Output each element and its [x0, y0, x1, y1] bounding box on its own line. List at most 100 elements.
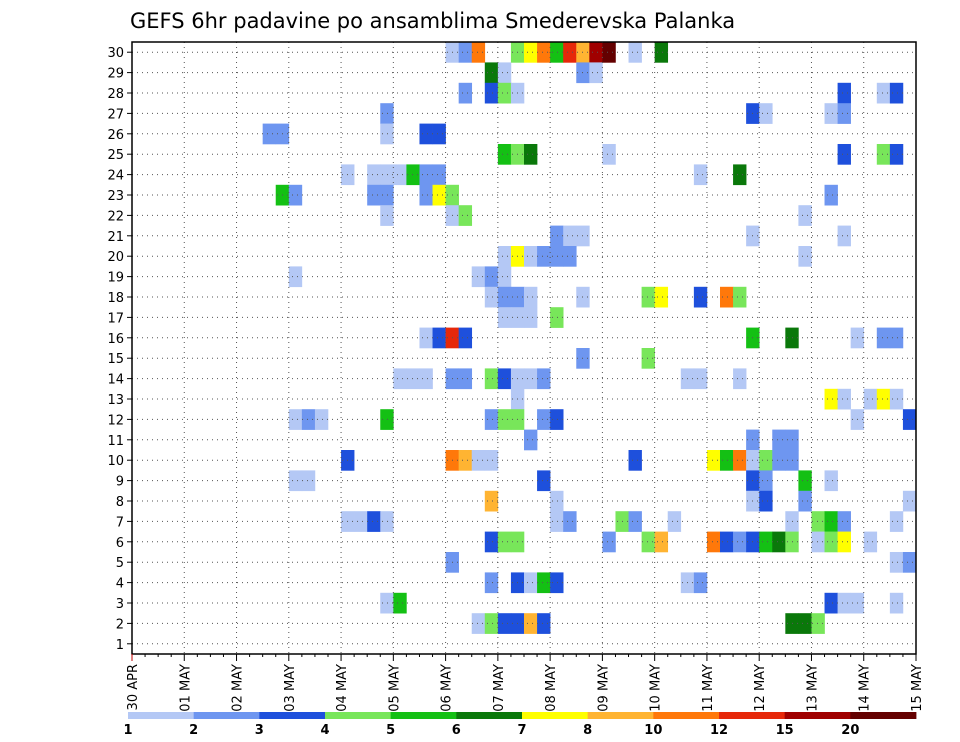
- heat-cell: [380, 205, 394, 226]
- heat-cell: [863, 388, 878, 410]
- y-tick-label: 25: [107, 148, 124, 163]
- heat-cell: [837, 388, 851, 410]
- heat-cell: [380, 103, 394, 124]
- heat-cell: [524, 307, 538, 328]
- colorbar-swatch: [390, 712, 457, 719]
- y-tick-label: 17: [107, 311, 124, 326]
- colorbar-swatch: [128, 712, 195, 719]
- heat-cell: [497, 613, 512, 634]
- heat-cell: [889, 552, 904, 573]
- heat-cell: [458, 205, 473, 226]
- colorbar-label: 20: [841, 723, 859, 738]
- heat-cell: [550, 490, 564, 512]
- heat-cell: [720, 286, 734, 308]
- x-tick-label: 14 MAY: [858, 664, 873, 712]
- heat-cell: [471, 613, 486, 634]
- x-tick-label: 07 MAY: [492, 664, 507, 712]
- heat-cell: [458, 450, 473, 471]
- heat-cell: [563, 511, 577, 532]
- heat-cell: [654, 42, 669, 63]
- heat-cell: [484, 409, 499, 430]
- y-tick-label: 8: [116, 495, 124, 510]
- heat-cell: [419, 368, 433, 390]
- y-axis: 1234567891011121314151617181920212223242…: [107, 46, 132, 653]
- y-tick-label: 28: [107, 87, 124, 102]
- heat-cell: [484, 572, 499, 594]
- heat-cell: [733, 164, 747, 186]
- heat-cell: [524, 246, 538, 267]
- heat-cell: [524, 368, 538, 390]
- y-tick-label: 2: [116, 617, 124, 632]
- heat-cell: [497, 266, 512, 288]
- heat-cell: [537, 368, 551, 390]
- heat-cell: [876, 388, 891, 410]
- heat-cell: [471, 266, 486, 288]
- heat-cell: [798, 470, 812, 492]
- y-tick-label: 10: [107, 454, 124, 469]
- colorbar-label: 7: [517, 723, 526, 738]
- heat-cell: [837, 144, 851, 165]
- heat-cell: [759, 103, 773, 124]
- colorbar-label: 1: [123, 723, 132, 738]
- x-tick-label: 06 MAY: [440, 664, 455, 712]
- heat-cell: [706, 450, 721, 471]
- heat-cell: [484, 266, 499, 288]
- heat-cell: [497, 82, 512, 104]
- y-tick-label: 13: [107, 393, 124, 408]
- heat-cell: [458, 82, 473, 104]
- heat-cell: [772, 450, 786, 471]
- heat-cell: [563, 225, 577, 247]
- y-tick-label: 3: [116, 597, 124, 612]
- x-tick-label: 15 MAY: [910, 664, 925, 712]
- y-tick-label: 4: [116, 577, 124, 592]
- y-tick-label: 16: [107, 332, 124, 347]
- y-tick-label: 26: [107, 128, 124, 143]
- heat-cell: [484, 368, 499, 390]
- heat-cell: [537, 613, 551, 634]
- heat-cell: [419, 327, 433, 349]
- heat-cell: [524, 429, 538, 451]
- heat-cell: [798, 246, 812, 267]
- heat-cell: [406, 368, 420, 390]
- y-tick-label: 7: [116, 515, 124, 530]
- heat-cell: [759, 531, 773, 553]
- y-tick-label: 21: [107, 230, 124, 245]
- heat-cell: [798, 613, 812, 634]
- colorbar-label: 10: [644, 723, 662, 738]
- heat-cell: [288, 266, 303, 288]
- heat-cell: [693, 572, 708, 594]
- heat-cell: [902, 490, 917, 512]
- heat-cell: [497, 531, 512, 553]
- heat-cell: [824, 388, 838, 410]
- heat-cell: [641, 286, 655, 308]
- heat-cell: [837, 225, 851, 247]
- x-tick-label: 11 MAY: [701, 664, 716, 712]
- heat-cell: [367, 511, 381, 532]
- heat-cell: [902, 552, 917, 573]
- y-tick-label: 29: [107, 67, 124, 82]
- heat-cell: [563, 42, 577, 63]
- heat-cell: [550, 511, 564, 532]
- heat-cell: [458, 368, 473, 390]
- heat-cell: [889, 327, 904, 349]
- heat-cell: [497, 62, 512, 84]
- colorbar-label: 5: [386, 723, 395, 738]
- x-tick-label: 30 APR: [126, 664, 141, 710]
- y-tick-label: 24: [107, 169, 124, 184]
- y-tick-label: 22: [107, 209, 124, 224]
- y-tick-label: 15: [107, 352, 124, 367]
- heat-cell: [484, 613, 499, 634]
- y-tick-label: 23: [107, 189, 124, 204]
- heat-cell: [524, 286, 538, 308]
- colorbar-swatch: [850, 712, 917, 719]
- colorbar: 1 2 3 4 5 6 7 8 10 12 15 20: [123, 712, 917, 738]
- heat-cell: [380, 164, 394, 186]
- heat-cell: [537, 470, 551, 492]
- x-tick-label: 09 MAY: [596, 664, 611, 712]
- heat-cell: [772, 531, 786, 553]
- colorbar-swatch: [587, 712, 654, 719]
- y-tick-label: 18: [107, 291, 124, 306]
- heat-cell: [262, 123, 277, 145]
- chart-title: GEFS 6hr padavine po ansamblima Smederev…: [130, 9, 735, 33]
